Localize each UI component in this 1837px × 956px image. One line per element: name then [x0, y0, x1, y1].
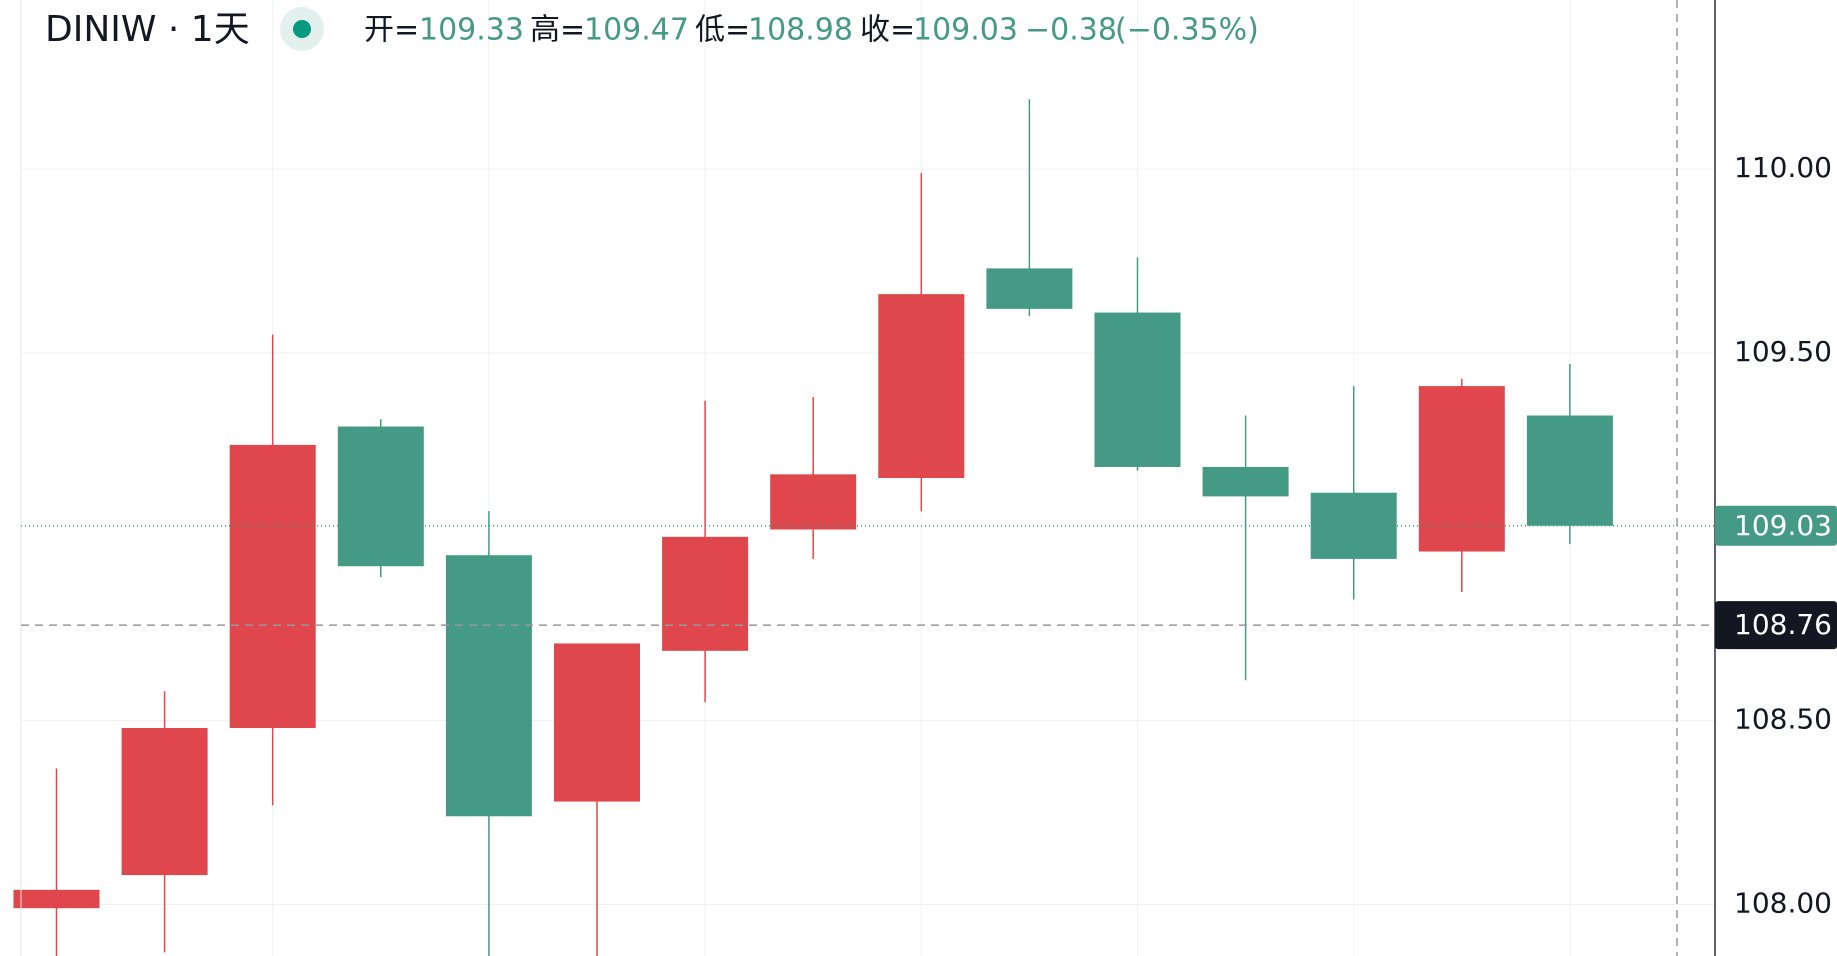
candle-body	[121, 728, 208, 876]
candle-body	[878, 294, 965, 478]
plot-area	[13, 99, 1613, 956]
close-label: 收=	[860, 13, 915, 48]
high-label: 高=	[530, 13, 585, 48]
symbol: DINIW · 1天	[45, 9, 250, 50]
candle-body	[229, 444, 316, 729]
change-percent: (−0.35%)	[1115, 13, 1259, 48]
last-price-tag	[1715, 505, 1837, 546]
candle-body	[337, 426, 424, 567]
candle-body	[770, 474, 857, 530]
candle-body	[13, 889, 100, 909]
legend-header: DINIW · 1天 开= 109.33 高= 109.47 低= 108.98…	[45, 7, 1259, 51]
status-dot	[293, 20, 311, 38]
y-tick-label: 108.50	[1734, 703, 1832, 736]
candle-body	[445, 555, 532, 817]
low-label: 低=	[695, 13, 750, 48]
candle-body	[1094, 312, 1181, 467]
y-tick-label: 110.00	[1734, 151, 1832, 184]
candle-body	[662, 536, 749, 651]
close-value: 109.03	[913, 13, 1018, 48]
low-value: 108.98	[748, 13, 853, 48]
candle-body	[554, 643, 640, 802]
y-tick-label: 108.00	[1734, 887, 1832, 920]
candle-body	[986, 268, 1073, 309]
crosshair-label: 108.76	[1734, 608, 1832, 641]
candle-body	[1418, 386, 1505, 552]
candle-body	[1526, 415, 1613, 526]
candle-body	[1202, 466, 1289, 497]
last-price-label: 109.03	[1734, 509, 1832, 542]
change: −0.38	[1025, 13, 1117, 48]
open-label: 开=	[364, 13, 419, 48]
y-tick-label: 109.50	[1734, 335, 1832, 368]
high-value: 109.47	[584, 13, 689, 48]
crosshair-tag	[1715, 601, 1837, 650]
open-value: 109.33	[419, 13, 524, 48]
